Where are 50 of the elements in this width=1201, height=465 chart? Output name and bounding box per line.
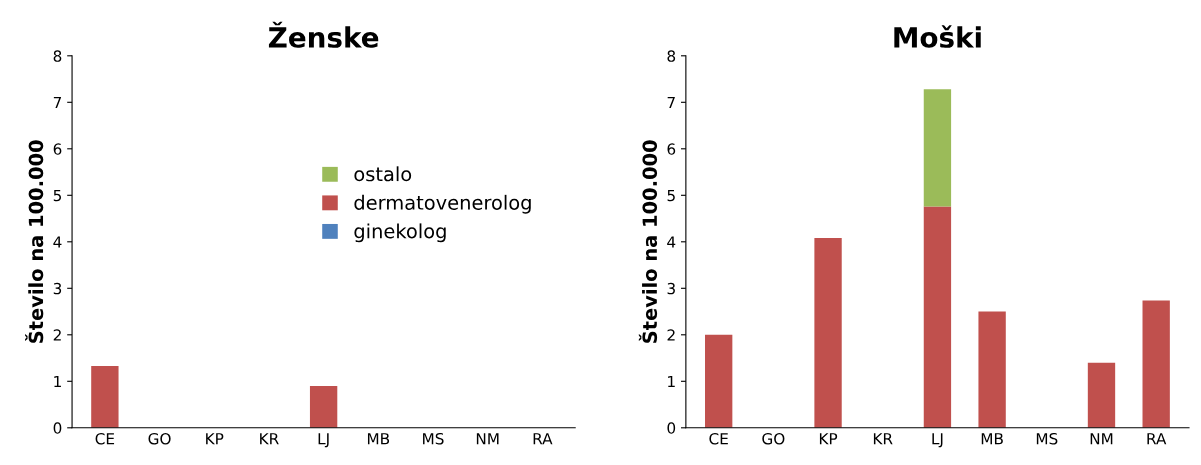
x-tick-label: KP — [819, 433, 838, 445]
y-tick-label: 7 — [667, 96, 675, 109]
y-tick-label: 6 — [667, 143, 676, 155]
x-tick-label: KP — [206, 433, 224, 445]
bar — [923, 89, 952, 207]
y-tick-label: 3 — [667, 282, 675, 295]
y-tick-label: 6 — [53, 143, 62, 155]
bar — [705, 334, 733, 428]
x-tick-label: MS — [423, 432, 444, 445]
x-tick-label: KR — [873, 433, 893, 445]
x-tick-label: NM — [1090, 433, 1113, 445]
y-tick-label: 2 — [667, 329, 675, 341]
x-tick-label: MS — [1036, 432, 1058, 445]
y-tick-label: 1 — [668, 375, 675, 388]
y-tick-label: 7 — [53, 96, 62, 109]
chart-title: Moški — [894, 25, 981, 48]
y-tick-label: 1 — [54, 375, 61, 388]
x-tick-label: KR — [260, 433, 279, 445]
bar — [1087, 362, 1116, 428]
y-tick-label: 0 — [667, 422, 676, 434]
y-tick-label: 2 — [53, 329, 61, 341]
x-tick-label: CE — [95, 432, 115, 445]
legend-label: ostalo — [354, 166, 412, 182]
bar — [814, 238, 842, 428]
y-tick-label: 8 — [53, 50, 62, 62]
y-axis-title: Število na 100.000 — [638, 140, 658, 343]
x-tick-label: NM — [476, 433, 499, 445]
y-tick-label: 5 — [667, 189, 675, 202]
y-tick-label: 4 — [53, 236, 62, 248]
x-tick-label: GO — [148, 432, 171, 445]
bar — [1142, 300, 1170, 428]
bar — [978, 311, 1006, 428]
x-tick-label: MB — [367, 433, 390, 445]
x-tick-label: RA — [533, 433, 553, 445]
y-tick-label: 3 — [53, 282, 62, 295]
x-tick-label: MB — [981, 433, 1003, 445]
x-tick-label: LJ — [932, 433, 943, 448]
legend-label: dermatovenerolog — [354, 194, 531, 214]
y-tick-label: 0 — [53, 422, 62, 434]
y-tick-label: 5 — [53, 189, 61, 202]
y-axis-title: Število na 100.000 — [25, 140, 44, 343]
legend-label: ginekolog — [354, 223, 446, 243]
y-tick-label: 8 — [667, 50, 676, 62]
x-tick-label: GO — [762, 432, 785, 445]
y-tick-label: 4 — [667, 236, 676, 248]
chart-title: Ženske — [268, 21, 379, 48]
x-tick-label: CE — [709, 432, 728, 445]
bar — [923, 206, 952, 428]
x-tick-label: RA — [1147, 433, 1167, 445]
x-tick-label: LJ — [318, 433, 329, 448]
